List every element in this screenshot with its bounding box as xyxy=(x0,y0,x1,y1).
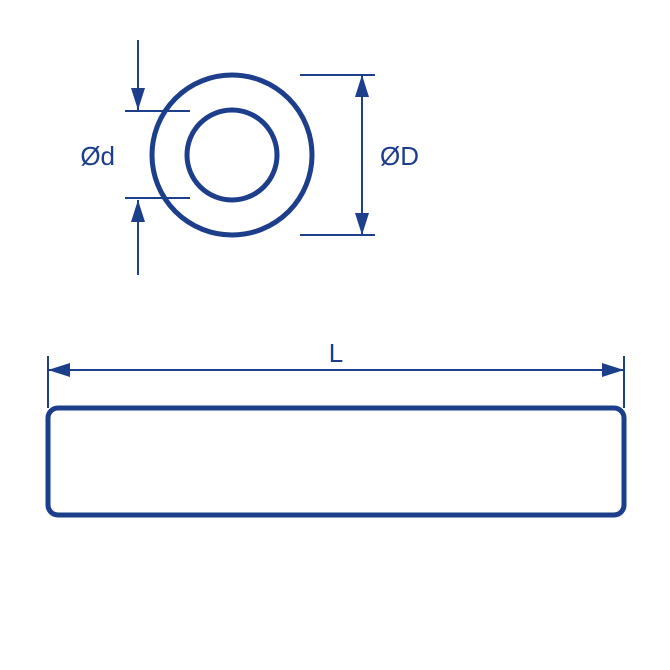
arrowhead xyxy=(131,88,145,110)
label-inner-dia: Ød xyxy=(80,141,115,171)
label-length: L xyxy=(329,338,343,368)
arrowhead xyxy=(355,213,369,235)
side-view-rect xyxy=(48,408,624,515)
arrowhead xyxy=(602,363,624,377)
technical-drawing: Ød ØD L xyxy=(0,0,670,670)
arrowhead xyxy=(48,363,70,377)
arrowhead xyxy=(355,75,369,97)
label-outer-dia: ØD xyxy=(380,141,419,171)
outer-circle xyxy=(152,75,312,235)
inner-circle xyxy=(187,110,277,200)
arrowhead xyxy=(131,200,145,222)
